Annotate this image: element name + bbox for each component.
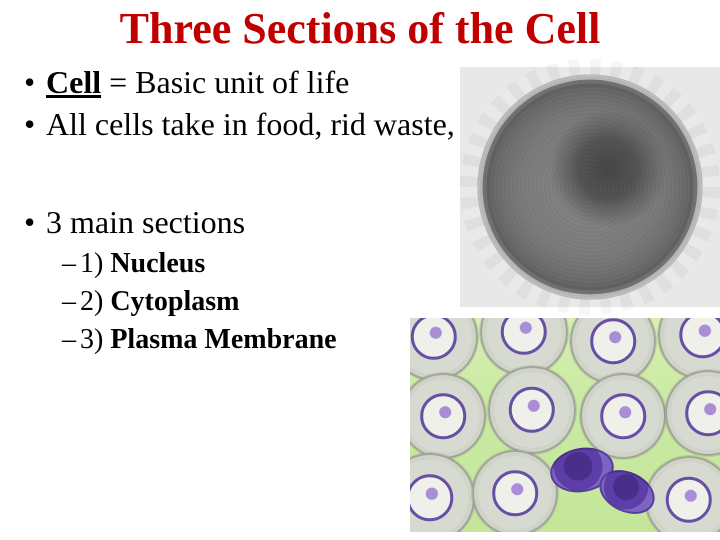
bullet-cell-term: Cell (46, 64, 101, 100)
bullet-main-sections-text: 3 main sections (46, 204, 245, 240)
sub-bold-1: Nucleus (110, 248, 205, 279)
rbc-ring (492, 470, 538, 516)
slide-title: Three Sections of the Cell (20, 6, 700, 52)
smear-field (410, 318, 720, 532)
rbc-cell (472, 450, 558, 532)
sub-num-3: 3) (80, 324, 110, 355)
rbc-cell (410, 373, 486, 459)
sub-num-1: 1) (80, 248, 110, 279)
rbc-cell (410, 453, 475, 532)
rbc-ring (509, 387, 555, 433)
rbc-ring (411, 318, 457, 360)
rbc-ring (679, 318, 720, 359)
rbc-ring (666, 477, 712, 523)
blood-smear-image (410, 318, 720, 532)
rbc-cell (488, 366, 576, 454)
rbc-ring (600, 393, 646, 439)
rbc-ring (590, 318, 636, 364)
rbc-cell (410, 318, 478, 381)
rbc-cell (645, 456, 720, 532)
rbc-ring (410, 474, 454, 521)
bullet-cell-rest: = Basic unit of life (101, 64, 349, 100)
rbc-ring (501, 318, 547, 355)
cell-nucleus-em-image (460, 67, 720, 307)
sub-bold-2: Cytoplasm (110, 286, 239, 317)
rbc-cell (580, 373, 666, 459)
slide: Three Sections of the Cell Cell = Basic … (0, 0, 720, 540)
sub-num-2: 2) (80, 286, 110, 317)
rbc-ring (420, 393, 466, 439)
rbc-ring (685, 390, 720, 436)
sub-bold-3: Plasma Membrane (110, 324, 336, 355)
rbc-cell (665, 370, 720, 456)
nucleus-shape (478, 75, 703, 300)
